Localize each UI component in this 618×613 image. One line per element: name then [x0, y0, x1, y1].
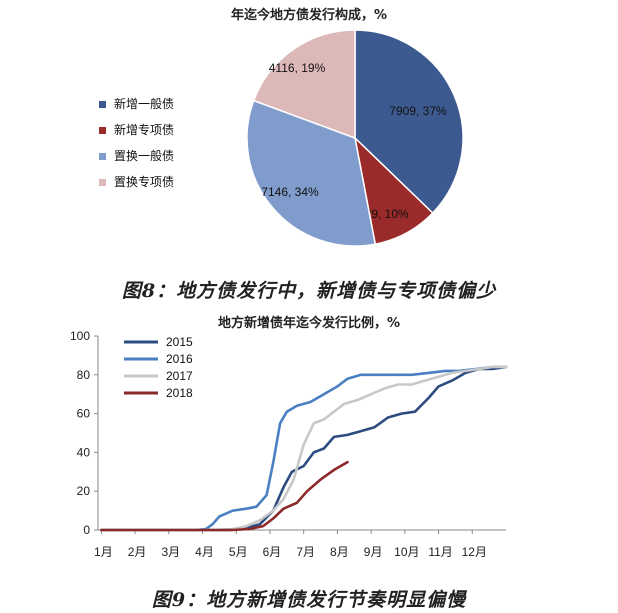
legend-swatch-2: [99, 127, 106, 134]
x-tick-label: 8月: [330, 545, 349, 559]
legend-label-1: 新增一般债: [114, 96, 174, 111]
pie-data-label-1: 7909, 37%: [389, 104, 447, 118]
legend-label-2017: 2017: [166, 369, 193, 383]
x-tick-label: 1月: [94, 545, 113, 559]
pie-chart-panel: 年迄今地方债发行构成，% 7909, 37% 2079, 10% 7146, 34%…: [0, 0, 618, 275]
line-chart: 0 20 40 60 80 100 1月 2月 3月 4月 5月 6月 7月 8月 9月 10月 11月 12月 2…: [70, 329, 508, 559]
x-tick-label: 9月: [364, 545, 383, 559]
x-tick-label: 6月: [263, 545, 282, 559]
legend-label-2018: 2018: [166, 386, 193, 400]
pie-chart: 7909, 37%2079, 10%7146, 34%4116, 19%新增一般…: [99, 29, 464, 247]
x-tick-label: 10月: [394, 545, 419, 559]
line-chart-title: 地方新增债年迄今发行比例，%: [217, 316, 401, 331]
x-tick-label: 12月: [462, 545, 487, 559]
series-line-2018: [100, 460, 349, 532]
pie-slice-1: [354, 29, 464, 215]
series-line-2017: [100, 365, 508, 532]
y-tick-label: 20: [77, 484, 91, 498]
y-tick-label: 100: [70, 329, 90, 343]
pie-data-label-4: 4116, 19%: [269, 61, 326, 75]
legend-label-2015: 2015: [166, 335, 193, 349]
y-tick-label: 80: [77, 368, 91, 382]
legend-label-2016: 2016: [166, 352, 193, 366]
legend-label-2: 新增专项债: [114, 122, 174, 137]
figure-9-caption: 图9：地方新增债发行节奏明显偏慢: [151, 589, 467, 611]
line-chart-panel: 地方新增债年迄今发行比例，% 0 20 40 60 80 100 1月 2月 3月 4月 5月 6月 7…: [0, 310, 618, 582]
x-tick-label: 3月: [161, 545, 180, 559]
figure-8-caption: 图8：地方债发行中，新增债与专项债偏少: [121, 280, 497, 302]
x-tick-label: 2月: [128, 545, 147, 559]
legend-swatch-1: [99, 101, 106, 108]
pie-slice-4: [252, 29, 356, 140]
x-tick-label: 5月: [229, 545, 248, 559]
pie-slice-3: [246, 99, 377, 247]
legend-swatch-4: [99, 179, 106, 186]
pie-chart-title: 年迄今地方债发行构成，%: [230, 8, 388, 23]
legend-swatch-3: [99, 153, 106, 160]
legend-label-4: 置换专项债: [114, 174, 174, 189]
series-line-2016: [100, 365, 508, 532]
pie-data-label-3: 7146, 34%: [261, 185, 319, 199]
legend-label-3: 置换一般债: [114, 148, 174, 163]
x-tick-label: 7月: [296, 545, 315, 559]
y-tick-label: 40: [77, 445, 91, 459]
series-line-2015: [100, 365, 508, 532]
y-tick-label: 0: [83, 523, 90, 537]
y-tick-label: 60: [77, 407, 91, 421]
x-tick-label: 11月: [428, 545, 452, 559]
x-tick-label: 4月: [195, 545, 214, 559]
